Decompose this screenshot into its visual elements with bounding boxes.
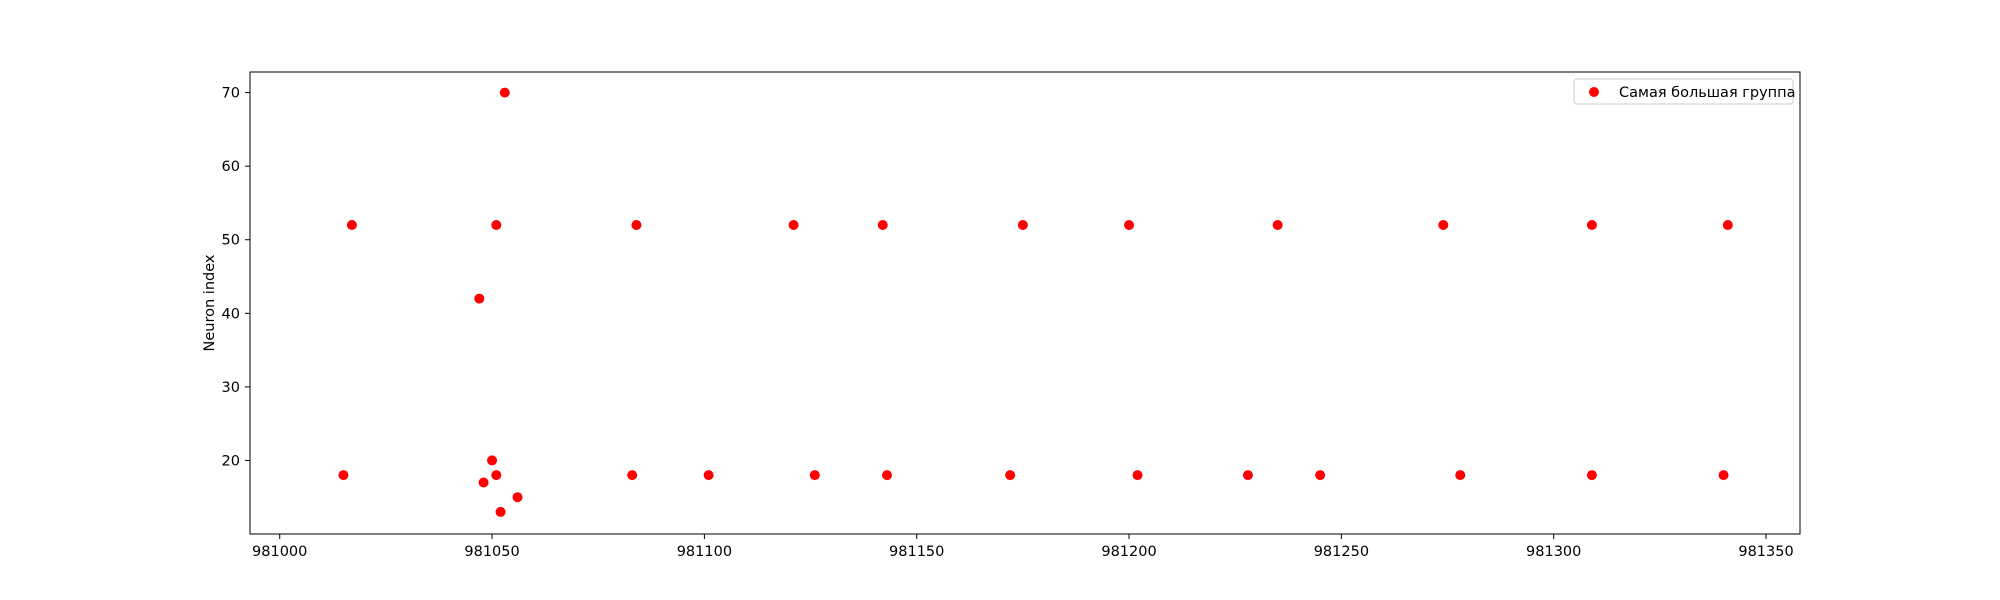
data-point [1132,470,1143,481]
x-tick-label: 981150 [889,544,944,560]
y-tick-label: 50 [222,233,240,249]
data-point [474,293,485,304]
data-point [788,220,799,231]
y-tick-label: 30 [222,380,240,396]
x-tick-label: 981250 [1314,544,1369,560]
y-axis-label: Neuron index [202,254,218,351]
data-point [499,87,510,98]
data-point [1315,470,1326,481]
x-tick-label: 981300 [1526,544,1581,560]
x-tick-label: 981050 [464,544,519,560]
data-point [491,470,502,481]
data-point [338,470,349,481]
data-point [703,470,714,481]
data-point [631,220,642,231]
legend-frame [1573,78,1794,105]
data-point [487,455,498,466]
data-point [1272,220,1283,231]
legend-label: Самая большая группа [1619,85,1796,101]
data-point [1124,220,1135,231]
y-axis: 20 30 40 50 60 70 [222,86,250,469]
data-point [1005,470,1016,481]
data-point [809,470,820,481]
x-tick-label: 981000 [252,544,307,560]
x-tick-label: 981350 [1738,544,1793,560]
y-tick-label: 40 [222,306,240,322]
data-point [346,220,357,231]
data-point [1242,470,1253,481]
data-point [478,477,489,488]
data-point [1438,220,1449,231]
x-tick-label: 981200 [1101,544,1156,560]
data-points [338,87,1733,517]
data-point [495,506,506,517]
data-point [1586,220,1597,231]
data-point [512,492,523,503]
y-tick-label: 60 [222,159,240,175]
data-point [491,220,502,231]
plot-frame [249,71,1801,535]
data-point [1718,470,1729,481]
data-point [881,470,892,481]
x-tick-label: 981100 [677,544,732,560]
legend: Самая большая группа [1573,78,1796,105]
x-axis: 981000 981050 981100 981150 981200 981250 9813… [252,534,1794,560]
data-point [1586,470,1597,481]
data-point [877,220,888,231]
legend-marker [1589,87,1599,97]
data-point [627,470,638,481]
y-tick-label: 70 [222,86,240,102]
data-point [1017,220,1028,231]
data-point [1722,220,1733,231]
data-point [1455,470,1466,481]
y-tick-label: 20 [222,453,240,469]
